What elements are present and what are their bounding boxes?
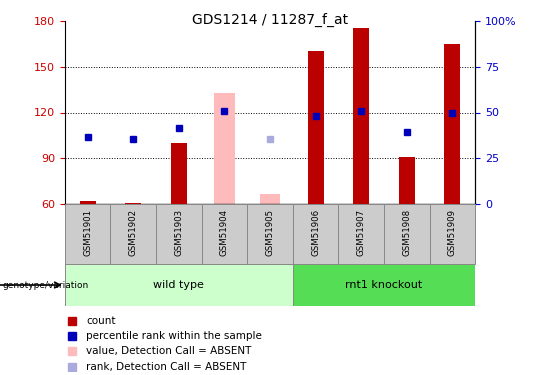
Bar (65, 264, 293, 306)
Bar (79, 201, 96, 204)
Text: GSM51902: GSM51902 (129, 209, 138, 256)
Text: rank, Detection Call = ABSENT: rank, Detection Call = ABSENT (86, 362, 247, 372)
Bar (384, 204, 430, 264)
Text: GSM51908: GSM51908 (402, 209, 411, 256)
Text: percentile rank within the sample: percentile rank within the sample (86, 331, 262, 341)
Bar (339, 204, 384, 264)
Text: GSM51907: GSM51907 (357, 209, 366, 256)
Text: GDS1214 / 11287_f_at: GDS1214 / 11287_f_at (192, 13, 348, 27)
Text: GSM51909: GSM51909 (448, 209, 457, 256)
Bar (171, 143, 187, 204)
Text: value, Detection Call = ABSENT: value, Detection Call = ABSENT (86, 346, 252, 357)
Text: count: count (86, 315, 116, 326)
Bar (65, 204, 110, 264)
Bar (308, 51, 323, 204)
Text: rnt1 knockout: rnt1 knockout (346, 280, 423, 290)
Bar (201, 204, 247, 264)
Bar (214, 93, 235, 204)
Bar (260, 194, 280, 204)
Text: GSM51905: GSM51905 (266, 209, 274, 256)
Bar (110, 204, 156, 264)
Bar (353, 28, 369, 204)
Bar (156, 204, 201, 264)
Text: GSM51903: GSM51903 (174, 209, 183, 256)
Text: GSM51906: GSM51906 (311, 209, 320, 256)
Bar (430, 204, 475, 264)
Text: GSM51904: GSM51904 (220, 209, 229, 256)
Bar (399, 157, 415, 204)
Text: GSM51901: GSM51901 (83, 209, 92, 256)
Text: wild type: wild type (153, 280, 204, 290)
Text: genotype/variation: genotype/variation (3, 280, 89, 290)
Bar (247, 204, 293, 264)
Bar (444, 44, 461, 204)
Bar (125, 203, 141, 204)
Bar (293, 204, 339, 264)
Bar (293, 264, 475, 306)
